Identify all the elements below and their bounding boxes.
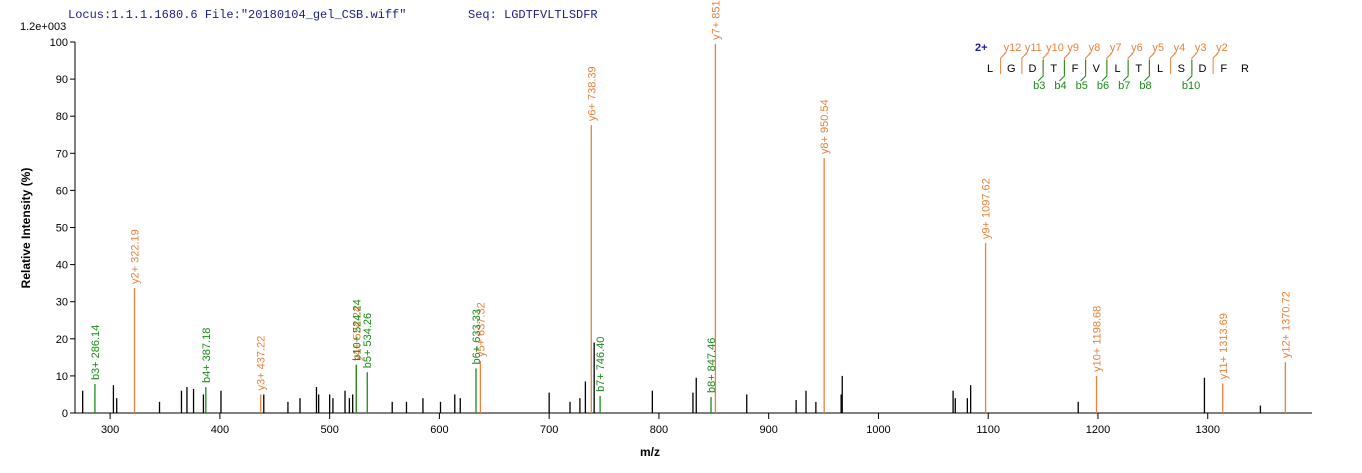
residue: L	[1114, 63, 1120, 75]
charge: 2+	[975, 42, 988, 54]
y-tick-label: 60	[56, 185, 68, 197]
peak-label: y10+ 1198.68	[1092, 306, 1104, 372]
peak-label: y12+ 1370.72	[1280, 291, 1292, 358]
y-ion-label: y6	[1131, 42, 1143, 54]
y-tick-label: 100	[50, 37, 68, 49]
y-tick-label: 50	[56, 223, 68, 235]
y-ion-bracket	[1021, 52, 1028, 74]
y-axis-label: Relative Intensity (%)	[19, 168, 33, 289]
residue: D	[1199, 63, 1207, 75]
x-tick-label: 1000	[866, 424, 890, 436]
peak-label: y7+ 851.47	[710, 0, 722, 40]
b-ion-bracket	[1101, 60, 1108, 82]
peak-label: b6+ 633.33	[471, 309, 483, 364]
x-axis-label: m/z	[640, 445, 660, 459]
peak-label: y3+ 437.22	[256, 336, 268, 391]
y-tick-label: 40	[56, 260, 68, 272]
residue: F	[1072, 63, 1079, 75]
y-ion-label: y3	[1195, 42, 1207, 54]
peak-label: b7+ 746.40	[595, 337, 607, 392]
x-tick-label: 1100	[976, 424, 1000, 436]
b-ion-label: b3	[1033, 80, 1045, 92]
y-ion-bracket	[1000, 52, 1006, 74]
y-ion-label: y9	[1067, 42, 1079, 54]
x-tick-label: 1300	[1195, 424, 1219, 436]
b-ion-bracket	[1059, 60, 1065, 82]
y-tick-label: 70	[56, 148, 68, 160]
b-ion-bracket	[1080, 60, 1087, 82]
b-ion-label: b6	[1097, 80, 1109, 92]
peak-label: y8+ 950.54	[819, 99, 831, 154]
residue: S	[1178, 63, 1185, 75]
x-tick-label: 500	[320, 424, 338, 436]
scale-label: 1.2e+003	[20, 21, 66, 33]
x-tick-label: 700	[540, 424, 558, 436]
b-ion-bracket	[1144, 60, 1150, 82]
y-tick-label: 30	[56, 297, 68, 309]
y-ion-label: y10	[1046, 42, 1064, 54]
x-tick-label: 900	[760, 424, 778, 436]
peak-label: b10+ 524.24	[351, 299, 363, 360]
residue: G	[1007, 63, 1016, 75]
header: Locus:1.1.1.1680.6 File:"20180104_gel_CS…	[68, 8, 406, 22]
x-tick-label: 300	[101, 424, 119, 436]
y-tick-label: 80	[56, 111, 68, 123]
peak-label: y2+ 322.19	[129, 229, 141, 284]
peak-label: y5+ 637.32	[475, 302, 487, 357]
y-tick-label: 20	[56, 334, 68, 346]
peak-label: y6+ 738.39	[586, 66, 598, 121]
b-ion-label: b8	[1139, 80, 1151, 92]
b-ion-bracket	[1037, 60, 1044, 82]
residue: F	[1220, 63, 1227, 75]
residue: V	[1093, 63, 1101, 75]
residue: R	[1241, 63, 1249, 75]
y-ion-bracket	[1170, 52, 1176, 74]
x-tick-label: 600	[430, 424, 448, 436]
y-ion-label: y8	[1089, 42, 1101, 54]
residue: T	[1050, 63, 1057, 75]
y-ion-bracket	[1106, 52, 1113, 74]
peak-label: y11+ 1313.69	[1218, 313, 1230, 379]
x-tick-label: 1200	[1086, 424, 1110, 436]
b-ion-label: b4	[1054, 80, 1066, 92]
b-ion-bracket	[1122, 60, 1129, 82]
y-tick-label: 90	[56, 74, 68, 86]
y-ion-label: y4	[1174, 42, 1186, 54]
y-ion-label: y11	[1025, 42, 1042, 54]
x-tick-label: 800	[650, 424, 668, 436]
peak-label: y4+ 524.24	[351, 306, 363, 361]
b-ion-label: b7	[1118, 80, 1130, 92]
y-ion-label: y5	[1152, 42, 1164, 54]
residue: D	[1029, 63, 1037, 75]
y-ion-bracket	[1127, 52, 1134, 74]
y-tick-label: 0	[62, 408, 68, 420]
peak-label: y9+ 1097.62	[981, 178, 993, 239]
y-ion-label: y7	[1110, 42, 1122, 54]
peak-label: b4+ 387.18	[201, 328, 213, 383]
peak-label: b3+ 286.14	[90, 325, 102, 380]
b-ion-bracket	[1186, 60, 1193, 82]
y-ion-bracket	[1063, 52, 1070, 74]
b-ion-label: b10	[1182, 80, 1200, 92]
y-ion-bracket	[1212, 52, 1219, 74]
x-tick-label: 400	[211, 424, 229, 436]
residue: L	[987, 63, 993, 75]
y-ion-bracket	[1148, 52, 1155, 74]
peak-label: b8+ 847.46	[706, 338, 718, 393]
y-ion-bracket	[1042, 52, 1049, 74]
peak-label: b5+ 534.26	[362, 313, 374, 368]
y-tick-label: 10	[56, 371, 68, 383]
b-ion-label: b5	[1076, 80, 1088, 92]
residue: L	[1157, 63, 1163, 75]
y-ion-bracket	[1191, 52, 1198, 74]
y-ion-bracket	[1085, 52, 1091, 74]
y-ion-label: y12	[1004, 42, 1022, 54]
sequence-label: Seq: LGDTFVLTLSDFR	[468, 8, 598, 22]
residue: T	[1135, 63, 1142, 75]
y-ion-label: y2	[1216, 42, 1228, 54]
